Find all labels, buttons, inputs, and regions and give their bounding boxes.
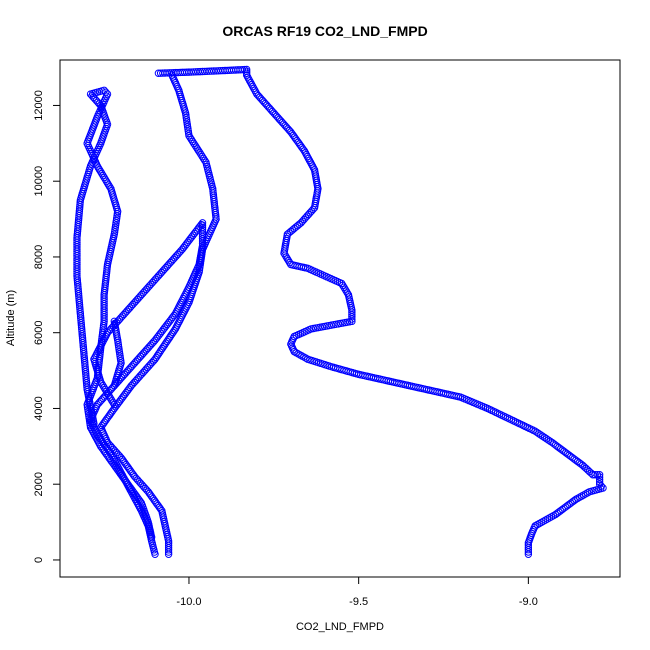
data-point — [147, 533, 156, 541]
data-point — [102, 177, 111, 185]
y-tick-label: 8000 — [33, 245, 45, 269]
data-point — [340, 283, 348, 291]
data-point — [100, 383, 108, 392]
data-points — [73, 65, 607, 558]
data-point — [99, 171, 107, 180]
x-tick-label: -9.5 — [349, 596, 368, 608]
plot-frame — [59, 59, 621, 578]
y-tick-label: 4000 — [33, 396, 45, 420]
data-point — [187, 135, 196, 144]
data-point — [591, 471, 599, 479]
data-point — [102, 387, 111, 396]
y-tick-label: 12000 — [33, 90, 45, 121]
data-point — [190, 139, 198, 148]
data-point — [110, 317, 119, 326]
data-point — [194, 147, 203, 155]
data-point — [98, 169, 106, 178]
data-point — [104, 181, 113, 189]
data-point — [595, 471, 604, 479]
data-point — [540, 433, 549, 442]
data-point — [284, 257, 293, 265]
data-point — [186, 133, 194, 142]
y-axis-label: Altitude (m) — [5, 290, 17, 346]
data-point — [531, 427, 539, 435]
x-tick-label: -10.0 — [176, 596, 201, 608]
data-point — [280, 249, 288, 257]
data-point — [191, 141, 199, 149]
data-point — [198, 152, 207, 161]
data-point — [197, 150, 205, 159]
data-point — [342, 287, 350, 295]
data-point — [201, 156, 209, 165]
y-tick-label: 6000 — [33, 320, 45, 344]
data-point — [170, 327, 178, 335]
data-point — [100, 173, 108, 182]
data-point — [553, 509, 561, 517]
data-point — [136, 497, 144, 506]
data-point — [101, 385, 109, 394]
data-point — [524, 550, 533, 558]
data-point — [538, 432, 547, 440]
data-point — [537, 431, 545, 439]
data-point — [109, 399, 117, 407]
data-point — [535, 430, 543, 438]
data-point — [199, 154, 208, 163]
data-point — [192, 143, 200, 151]
data-point — [299, 145, 307, 153]
data-point — [188, 137, 197, 146]
chart-title: ORCAS RF19 CO2_LND_FMPD — [222, 23, 427, 39]
data-point — [193, 145, 202, 153]
y-tick-label: 0 — [33, 557, 45, 563]
data-point — [107, 395, 115, 403]
x-tick-label: -9.0 — [519, 596, 538, 608]
data-point — [170, 311, 178, 320]
data-point — [338, 279, 346, 288]
data-point — [103, 179, 112, 187]
data-point — [593, 471, 602, 479]
data-point — [99, 382, 107, 390]
data-point — [281, 251, 289, 259]
data-point — [110, 400, 119, 409]
data-point — [106, 393, 114, 401]
data-point — [533, 428, 541, 437]
data-point — [242, 65, 251, 74]
data-point — [542, 435, 551, 443]
data-point — [282, 253, 290, 261]
y-axis: 0 2000 4000 6000 8000 10000 12000 — [33, 90, 60, 563]
y-tick-label: 10000 — [33, 166, 45, 197]
data-point — [104, 391, 113, 399]
y-tick-label: 2000 — [33, 472, 45, 496]
data-point — [544, 436, 553, 444]
data-point — [524, 546, 533, 554]
x-axis: -10.0 -9.5 -9.0 — [176, 577, 538, 608]
data-point — [339, 281, 347, 290]
data-point — [93, 162, 102, 170]
data-point — [101, 175, 109, 184]
data-point — [238, 65, 247, 74]
data-point — [524, 548, 533, 556]
data-point — [242, 67, 251, 76]
data-point — [283, 255, 292, 263]
data-point — [103, 389, 112, 397]
data-point — [341, 285, 349, 293]
data-point — [595, 475, 604, 484]
data-point — [202, 158, 210, 166]
data-point — [95, 166, 104, 174]
data-point — [97, 168, 105, 176]
data-point — [94, 164, 103, 172]
data-point — [595, 473, 604, 481]
data-point — [595, 478, 604, 486]
x-axis-label: CO2_LND_FMPD — [296, 621, 384, 633]
data-point — [108, 397, 116, 405]
data-point — [196, 149, 204, 157]
